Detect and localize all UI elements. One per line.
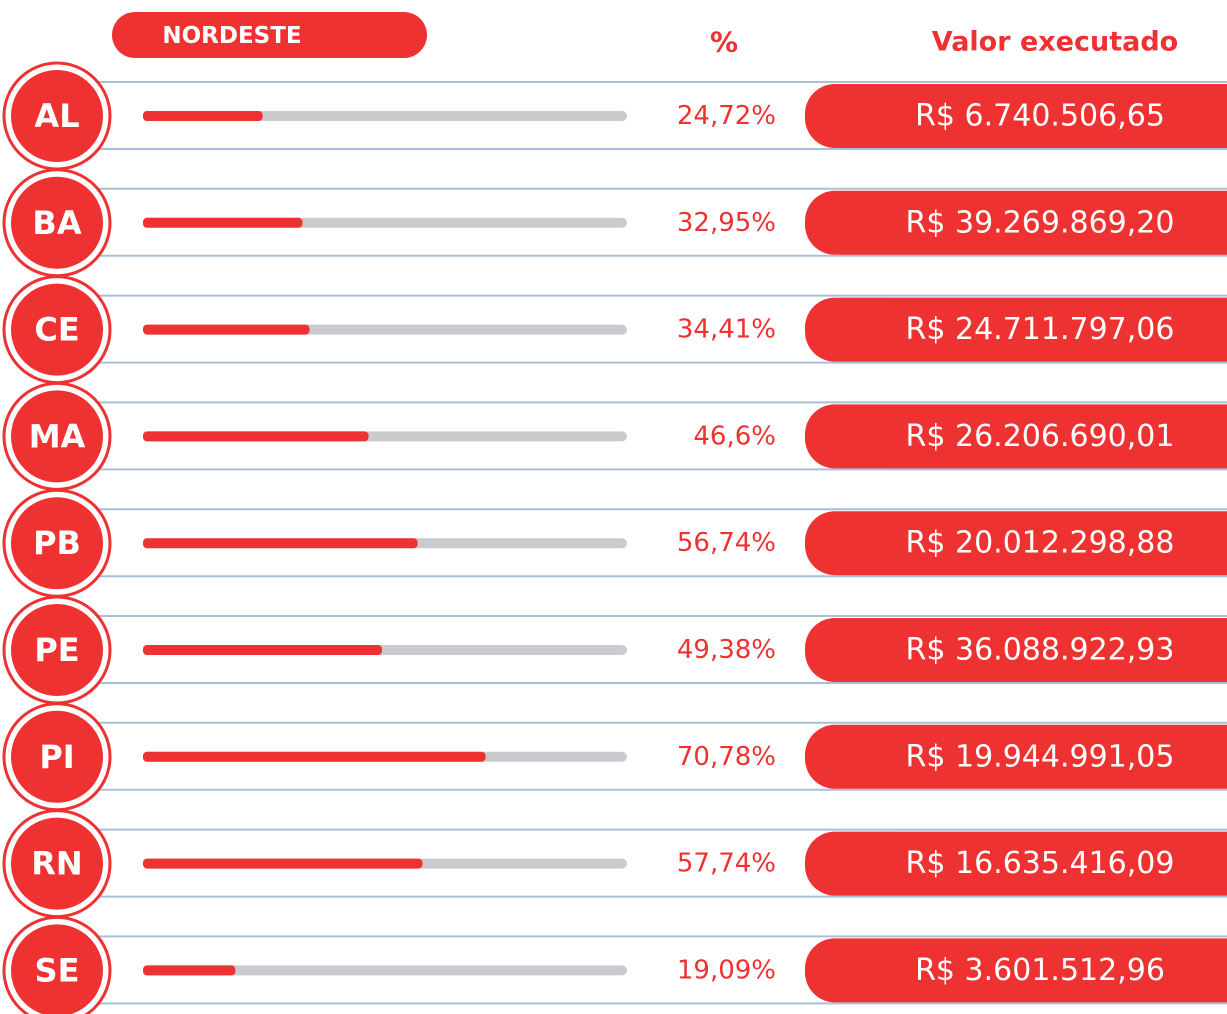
- amount-pill: [805, 511, 1227, 576]
- bar-track: [143, 111, 627, 121]
- state-badge: [11, 176, 103, 269]
- amount-pill: [805, 831, 1227, 896]
- bar-track: [143, 965, 627, 976]
- amount-label: R$ 26.206.690,01: [906, 419, 1175, 454]
- percent-label: 24,72%: [677, 101, 776, 131]
- amount-pill: [805, 190, 1227, 255]
- region-title: NORDESTE: [162, 23, 301, 49]
- state-label: BA: [32, 204, 81, 242]
- state-label: MA: [29, 417, 86, 455]
- bar: [143, 431, 369, 442]
- percent-label: 34,41%: [677, 315, 776, 345]
- region-pill: [112, 12, 427, 58]
- amount-header: Valor executado: [932, 27, 1178, 58]
- state-badge: [11, 817, 103, 910]
- bar: [143, 111, 263, 121]
- percent-label: 57,74%: [677, 849, 776, 879]
- state-label: SE: [35, 951, 80, 989]
- percent-label: 70,78%: [677, 742, 776, 772]
- state-badge: [11, 497, 103, 590]
- amount-label: R$ 19.944.991,05: [906, 739, 1175, 774]
- state-badge: [11, 924, 103, 1014]
- bar: [143, 645, 382, 655]
- state-badge: [11, 390, 103, 483]
- state-label: PB: [33, 524, 81, 562]
- amount-pill: [805, 724, 1227, 789]
- state-label: PE: [34, 631, 79, 669]
- state-label: CE: [34, 311, 79, 349]
- amount-label: R$ 16.635.416,09: [906, 846, 1175, 881]
- percent-label: 32,95%: [677, 208, 776, 238]
- percent-label: 46,6%: [693, 421, 776, 451]
- percent-label: 56,74%: [677, 528, 776, 558]
- amount-pill: [805, 404, 1227, 469]
- percent-label: 19,09%: [677, 955, 776, 985]
- amount-label: R$ 24.711.797,06: [906, 312, 1175, 347]
- state-label: RN: [31, 845, 82, 883]
- bar: [143, 324, 310, 335]
- amount-pill: [805, 84, 1227, 148]
- state-label: PI: [39, 738, 74, 776]
- percent-label: 49,38%: [677, 635, 776, 665]
- amount-pill: [805, 618, 1227, 682]
- amount-label: R$ 20.012.298,88: [906, 526, 1175, 561]
- state-badge: [11, 604, 103, 696]
- amount-label: R$ 39.269.869,20: [906, 205, 1175, 240]
- amount-label: R$ 36.088.922,93: [906, 633, 1175, 668]
- state-badge: [11, 283, 103, 376]
- amount-pill: [805, 297, 1227, 362]
- amount-label: R$ 6.740.506,65: [915, 99, 1165, 134]
- state-label: AL: [34, 97, 79, 135]
- state-badge: [11, 70, 103, 162]
- bar: [143, 858, 423, 869]
- bar: [143, 751, 486, 762]
- amount-label: R$ 3.601.512,96: [915, 953, 1165, 988]
- state-badge: [11, 710, 103, 803]
- bar: [143, 538, 418, 549]
- bar: [143, 217, 303, 228]
- amount-pill: [805, 938, 1227, 1003]
- percent-header: %: [710, 26, 738, 59]
- bar: [143, 965, 236, 976]
